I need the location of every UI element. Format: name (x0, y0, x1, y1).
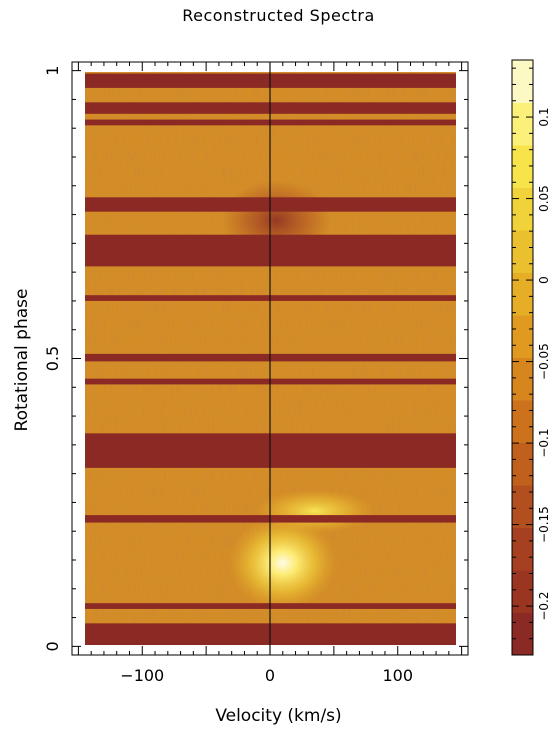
colorbar-tick-label: 0.1 (537, 108, 551, 127)
x-tick-label: 0 (265, 666, 275, 685)
colorbar-swatch (512, 315, 533, 358)
colorbar: 0.1 0.05 0 −0.05 −0.1 −0.15 −0.2 (511, 59, 551, 656)
y-tick-label: 1 (43, 66, 62, 76)
colorbar-swatch (512, 527, 533, 571)
y-axis: 00.51 (43, 66, 468, 651)
colorbar-swatch (512, 102, 533, 146)
chart-title: Reconstructed Spectra (182, 6, 375, 25)
feature-bright-spot (227, 514, 338, 611)
colorbar-frame (511, 59, 534, 656)
x-tick-label: −100 (120, 666, 164, 685)
colorbar-swatch (512, 485, 533, 528)
colorbar-swatch (512, 145, 533, 188)
colorbar-swatch (512, 570, 533, 613)
x-axis: −100 0 100 (77, 62, 463, 685)
colorbar-tick-label: −0.2 (537, 592, 551, 621)
colorbar-swatch (512, 187, 533, 231)
y-tick-label: 0.5 (43, 346, 62, 371)
colorbar-swatch (512, 442, 533, 486)
y-axis-label: Rotational phase (12, 288, 32, 432)
colorbar-swatch (512, 357, 533, 401)
feature-bright-arc (254, 489, 375, 534)
colorbar-swatch (512, 400, 533, 443)
y-tick-label: 0 (43, 641, 62, 651)
colorbar-tick-label: −0.05 (537, 343, 551, 380)
colorbar-swatch (512, 272, 533, 316)
colorbar-tick-label: 0 (537, 276, 551, 284)
x-axis-label: Velocity (km/s) (215, 706, 342, 726)
colorbar-tick-label: −0.1 (537, 429, 551, 458)
colorbar-swatch (512, 612, 533, 656)
colorbar-swatch (512, 60, 533, 103)
x-tick-label: 100 (382, 666, 413, 685)
colorbar-swatch (512, 230, 533, 273)
colorbar-tick-label: 0.05 (537, 185, 551, 212)
colorbar-tick-label: −0.15 (537, 506, 551, 543)
